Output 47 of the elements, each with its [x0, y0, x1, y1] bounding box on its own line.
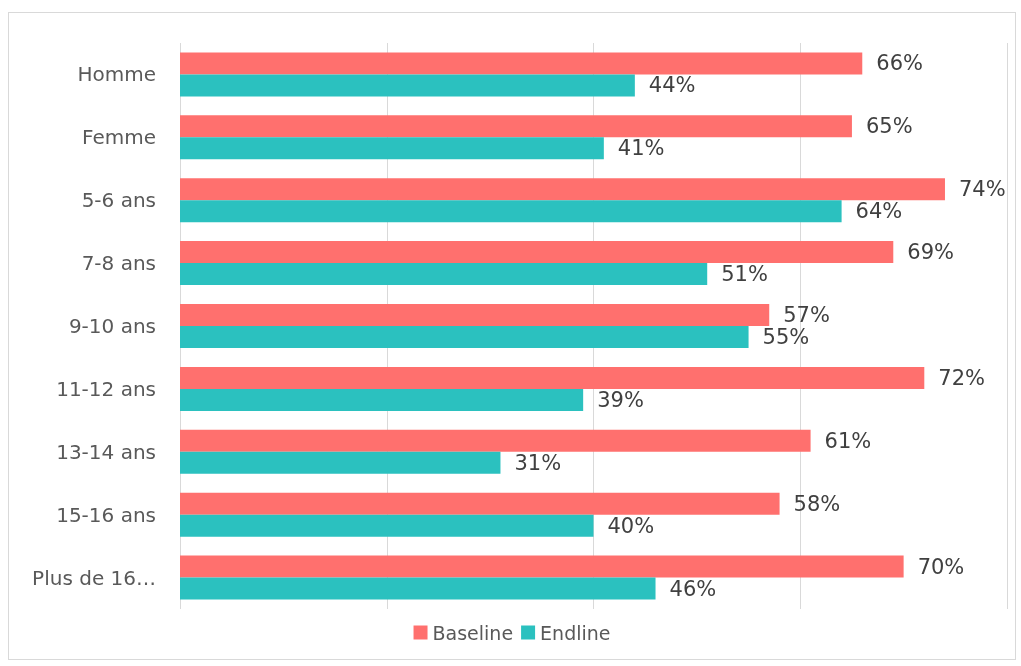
data-label: 58%: [793, 491, 841, 516]
data-label: 69%: [907, 240, 954, 265]
y-tick-label: 15-16 ans: [56, 502, 156, 527]
bar: [180, 115, 852, 138]
data-label: 70%: [917, 554, 965, 579]
y-tick-label: Femme: [82, 125, 156, 150]
legend-label: Endline: [540, 621, 611, 644]
data-label: 64%: [855, 199, 903, 224]
bar: [180, 137, 604, 160]
bar: [180, 451, 501, 474]
bar: [180, 241, 894, 264]
legend-label: Baseline: [432, 621, 514, 644]
data-label: 61%: [824, 428, 872, 453]
bar: [180, 366, 925, 389]
bar: [180, 52, 863, 75]
bar: [180, 303, 770, 326]
y-tick-label: Plus de 16…: [32, 565, 156, 590]
y-tick-label: 7-8 ans: [81, 251, 156, 276]
data-label: 46%: [669, 576, 717, 601]
data-label: 57%: [783, 302, 830, 327]
bar: [180, 263, 708, 286]
bar: [180, 178, 945, 201]
bar: [180, 555, 904, 578]
data-label: 74%: [958, 177, 1006, 202]
bar: [180, 429, 811, 452]
data-label: 40%: [607, 513, 655, 538]
y-tick-label: 5-6 ans: [81, 188, 156, 213]
y-tick-label: 9-10 ans: [68, 314, 156, 338]
y-tick-label: Homme: [77, 62, 156, 87]
data-label: 44%: [648, 73, 696, 98]
data-label: 66%: [876, 51, 923, 76]
y-tick-label: 13-14 ans: [56, 439, 156, 464]
bar: [180, 514, 594, 537]
bar: [180, 388, 584, 411]
data-label: 31%: [514, 450, 562, 475]
data-label: 51%: [721, 262, 768, 287]
y-tick-label: 11-12 ans: [56, 376, 156, 401]
data-label: 55%: [762, 325, 810, 350]
bar: [180, 326, 749, 349]
bar: [180, 74, 635, 97]
bar: [180, 492, 780, 515]
bar: [180, 577, 656, 600]
data-label: 39%: [597, 387, 644, 412]
data-label: 72%: [938, 365, 985, 390]
data-label: 65%: [865, 114, 913, 139]
bar: [180, 200, 842, 223]
data-label: 41%: [617, 136, 665, 161]
